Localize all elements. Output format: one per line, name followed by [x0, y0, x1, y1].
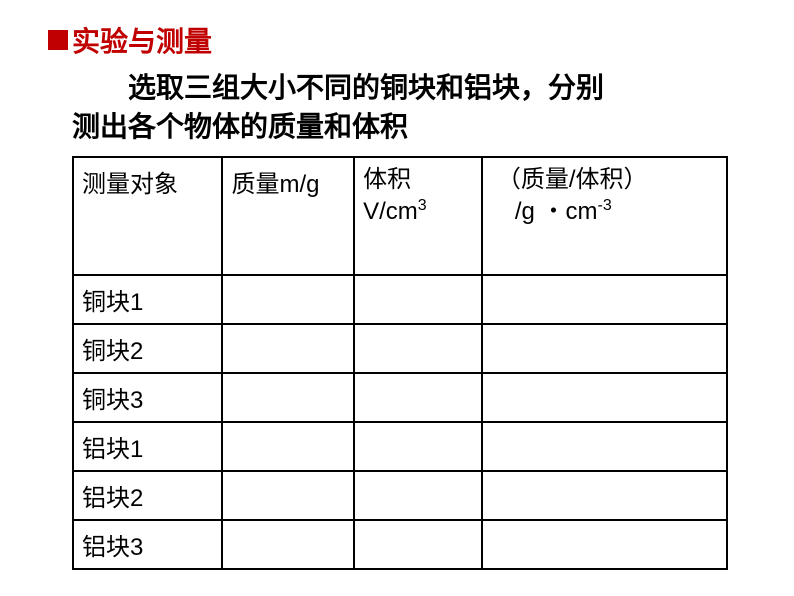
table-row: 铝块2 — [73, 471, 727, 520]
description-line-1: 选取三组大小不同的铜块和铝块，分别 — [72, 68, 734, 107]
cell-object: 铜块2 — [73, 324, 222, 373]
cell-object: 铝块2 — [73, 471, 222, 520]
table-row: 铜块1 — [73, 275, 727, 324]
table-row: 铜块3 — [73, 373, 727, 422]
cell-ratio — [482, 324, 727, 373]
cell-object: 铜块3 — [73, 373, 222, 422]
cell-object: 铜块1 — [73, 275, 222, 324]
table-row: 铝块1 — [73, 422, 727, 471]
volume-label-line1: 体积 — [363, 166, 411, 193]
table-row: 铝块3 — [73, 520, 727, 569]
column-header-mass: 质量m/g — [222, 157, 354, 275]
cell-mass — [222, 275, 354, 324]
cell-mass — [222, 373, 354, 422]
cell-volume — [354, 471, 482, 520]
column-header-object: 测量对象 — [73, 157, 222, 275]
cell-object: 铝块3 — [73, 520, 222, 569]
cell-ratio — [482, 373, 727, 422]
measurement-table: 测量对象 质量m/g 体积 V/cm3 （质量/体积） /g ・cm-3 铜块1 — [72, 156, 728, 570]
section-title: 实验与测量 — [72, 20, 212, 60]
cell-volume — [354, 373, 482, 422]
square-bullet-icon — [48, 30, 68, 50]
cell-volume — [354, 324, 482, 373]
table-header-row: 测量对象 质量m/g 体积 V/cm3 （质量/体积） /g ・cm-3 — [73, 157, 727, 275]
cell-volume — [354, 422, 482, 471]
cell-mass — [222, 324, 354, 373]
description-text: 选取三组大小不同的铜块和铝块，分别 测出各个物体的质量和体积 — [0, 68, 794, 146]
cell-object: 铝块1 — [73, 422, 222, 471]
description-line-2: 测出各个物体的质量和体积 — [72, 107, 734, 146]
cell-mass — [222, 422, 354, 471]
cell-volume — [354, 275, 482, 324]
cell-ratio — [482, 275, 727, 324]
ratio-label-line2: /g ・cm-3 — [497, 198, 612, 225]
column-header-volume: 体积 V/cm3 — [354, 157, 482, 275]
cell-ratio — [482, 471, 727, 520]
data-table-container: 测量对象 质量m/g 体积 V/cm3 （质量/体积） /g ・cm-3 铜块1 — [0, 156, 794, 570]
table-row: 铜块2 — [73, 324, 727, 373]
cell-ratio — [482, 422, 727, 471]
cell-ratio — [482, 520, 727, 569]
cell-volume — [354, 520, 482, 569]
volume-label-line2: V/cm3 — [363, 198, 427, 225]
cell-mass — [222, 520, 354, 569]
section-header: 实验与测量 — [0, 20, 794, 60]
ratio-label-line1: （质量/体积） — [497, 166, 648, 193]
table-body: 铜块1 铜块2 铜块3 铝块1 — [73, 275, 727, 569]
column-header-ratio: （质量/体积） /g ・cm-3 — [482, 157, 727, 275]
cell-mass — [222, 471, 354, 520]
